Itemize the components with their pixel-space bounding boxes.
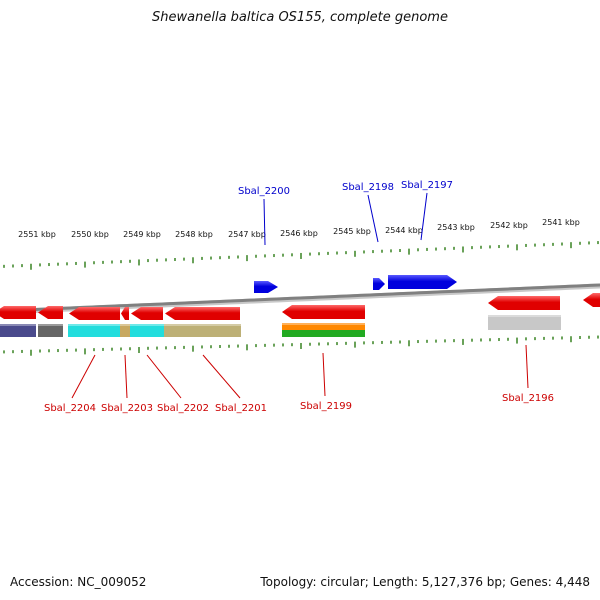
kbp-tick-label: 2547 kbp [228,230,266,239]
gene-leader-line [202,354,241,399]
topology-summary-text: Topology: circular; Length: 5,127,376 bp… [260,575,590,589]
gene-leader-line [525,344,529,389]
cog-category-bar [282,330,365,337]
accession-text: Accession: NC_009052 [10,575,147,589]
cog-category-bar [38,324,63,337]
cog-category-bar [164,324,241,337]
kbp-tick-label: 2545 kbp [333,227,371,236]
kbp-tick-label: 2544 kbp [385,226,423,235]
reverse-gene-arrow [0,306,36,319]
reverse-gene-arrow [282,305,365,319]
gene-label-sbal_2203: Sbal_2203 [101,403,153,414]
reverse-gene-arrow [131,307,163,320]
reverse-gene-arrow [165,307,240,320]
gene-label-sbal_2198: Sbal_2198 [342,182,394,193]
gene-leader-line [263,198,266,246]
kbp-tick-label: 2551 kbp [18,230,56,239]
gene-leader-line [146,354,182,399]
cog-bar-highlight [68,324,241,326]
reverse-gene-arrow [69,307,120,320]
cog-bar-highlight [488,315,561,317]
kbp-tick-label: 2543 kbp [437,223,475,232]
reverse-gene-arrow [488,296,560,310]
forward-gene-arrow [373,278,385,290]
gene-label-sbal_2199: Sbal_2199 [300,401,352,412]
gene-label-sbal_2202: Sbal_2202 [157,403,209,414]
gene-leader-line [420,192,428,241]
gene-label-sbal_2201: Sbal_2201 [215,403,267,414]
cog-bar-highlight [38,324,63,326]
kbp-tick-label: 2548 kbp [175,230,213,239]
reverse-gene-arrow [38,306,63,319]
cog-category-bar [68,324,120,337]
cog-bar-highlight [282,323,365,325]
gene-label-sbal_2197: Sbal_2197 [401,180,453,191]
gene-leader-line [367,194,379,243]
kbp-tick-label: 2549 kbp [123,230,161,239]
kbp-tick-label: 2546 kbp [280,229,318,238]
forward-gene-arrow [254,281,278,293]
backbone-line [0,283,600,313]
kbp-tick-label: 2542 kbp [490,221,528,230]
map-title: Shewanella baltica OS155, complete genom… [152,10,448,25]
reverse-gene-arrow [121,307,129,320]
cog-bar-highlight [0,324,36,326]
cog-category-bar [130,324,164,337]
gene-label-sbal_2200: Sbal_2200 [238,186,290,197]
forward-gene-arrow [388,275,457,289]
gene-leader-line [124,354,128,399]
kbp-tick-label: 2541 kbp [542,218,580,227]
kbp-tick-label: 2550 kbp [71,230,109,239]
cog-category-bar [488,315,561,330]
gene-leader-line [322,352,326,397]
gene-label-sbal_2196: Sbal_2196 [502,393,554,404]
gene-leader-line [71,354,96,399]
reverse-gene-arrow [583,293,600,307]
cog-category-bar [282,323,365,330]
cog-category-bar [120,324,130,337]
gene-label-sbal_2204: Sbal_2204 [44,403,96,414]
cog-category-bar [0,324,36,337]
